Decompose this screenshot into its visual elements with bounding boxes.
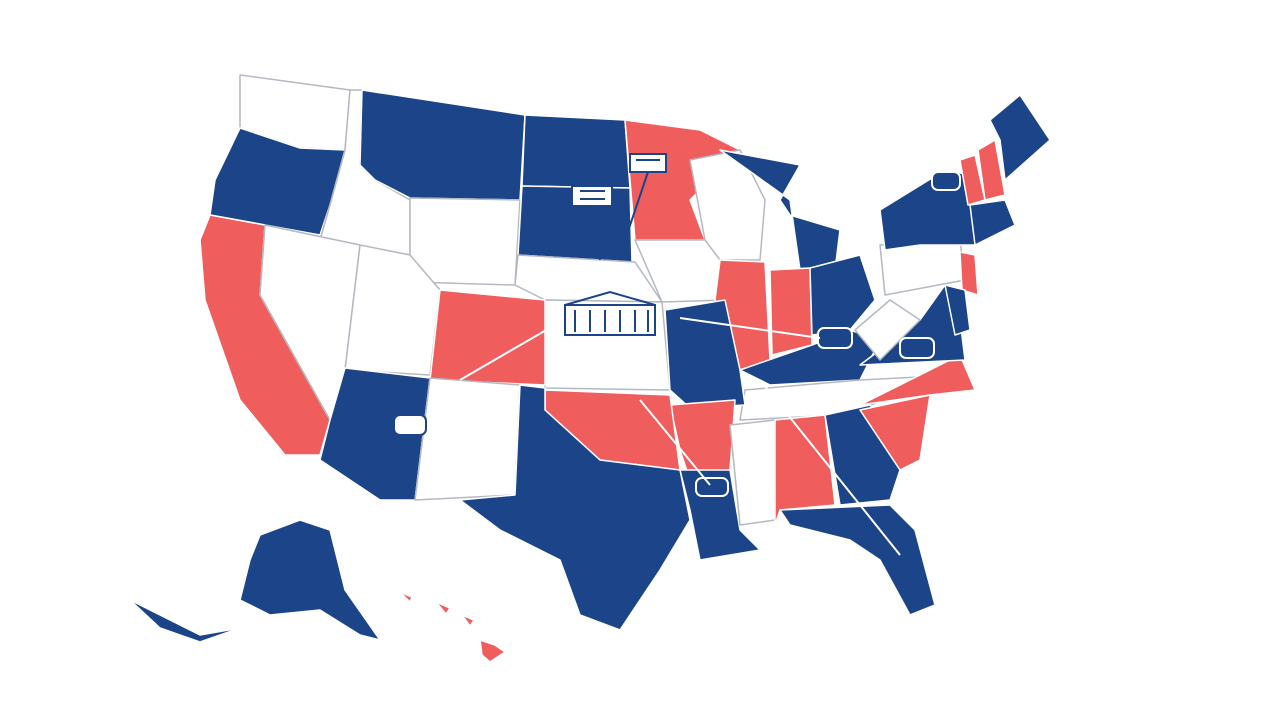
state	[459, 384, 691, 631]
state	[859, 394, 931, 471]
state	[774, 414, 836, 526]
state	[977, 139, 1006, 201]
state	[944, 284, 971, 336]
state	[969, 199, 1016, 246]
state	[859, 354, 976, 406]
state	[809, 254, 876, 336]
building-icon	[571, 185, 613, 261]
state	[664, 299, 746, 409]
state	[399, 591, 413, 603]
state	[769, 267, 813, 356]
states	[129, 74, 1051, 663]
state	[435, 601, 451, 615]
state	[779, 504, 936, 616]
state	[719, 149, 841, 271]
capitol-icon	[564, 290, 656, 336]
building-icon	[393, 414, 427, 436]
state	[479, 639, 506, 663]
state	[514, 254, 663, 303]
state	[414, 377, 521, 501]
state	[461, 614, 475, 627]
state	[689, 149, 766, 261]
building-icon	[619, 153, 667, 256]
state	[429, 289, 546, 386]
state	[409, 197, 521, 286]
building-icon	[459, 171, 961, 556]
state	[359, 89, 526, 201]
state	[239, 519, 381, 641]
state	[129, 599, 241, 643]
state	[989, 94, 1051, 181]
state	[854, 299, 921, 361]
state	[521, 114, 631, 189]
state	[959, 251, 979, 296]
landmark-icons	[393, 153, 961, 556]
